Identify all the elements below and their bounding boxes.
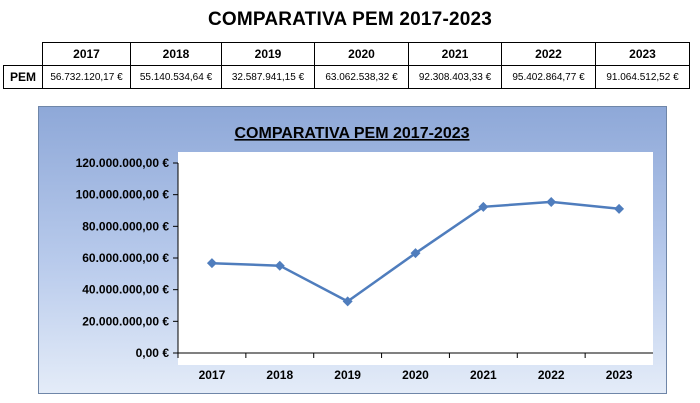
y-tick-label: 120.000.000,00 € <box>76 156 170 170</box>
chart-frame: COMPARATIVA PEM 2017-2023 0,00 € 20.000.0… <box>38 106 667 394</box>
row-label-pem: PEM <box>3 65 43 89</box>
page-title: COMPARATIVA PEM 2017-2023 <box>207 9 493 30</box>
table-cell-2020: 63.062.538,32 € <box>314 65 409 89</box>
table-header-2020: 2020 <box>314 42 409 66</box>
x-tick-label: 2023 <box>606 368 633 382</box>
x-tick-label: 2022 <box>538 368 565 382</box>
data-point-marker <box>614 203 625 214</box>
y-tick-label: 40.000.000,00 € <box>82 283 169 297</box>
series-markers <box>206 196 625 307</box>
x-tick-label: 2018 <box>266 368 293 382</box>
y-tick-label: 60.000.000,00 € <box>82 251 169 265</box>
table-cell-2019: 32.587.941,15 € <box>221 65 315 89</box>
table-header-2023: 2023 <box>595 42 690 66</box>
table-cell-2021: 92.308.403,33 € <box>408 65 502 89</box>
table-header-row: 2017 2018 2019 2020 2021 2022 2023 <box>4 42 690 66</box>
chart-title: COMPARATIVA PEM 2017-2023 <box>234 125 469 142</box>
table-corner <box>4 43 43 66</box>
data-point-marker <box>546 196 557 207</box>
table-header-2022: 2022 <box>501 42 596 66</box>
table-cell-2022: 95.402.864,77 € <box>501 65 596 89</box>
x-tick-label: 2021 <box>470 368 497 382</box>
table-header-2017: 2017 <box>42 42 131 66</box>
data-point-marker <box>206 258 217 269</box>
table-header-2018: 2018 <box>130 42 222 66</box>
table-header-2021: 2021 <box>408 42 502 66</box>
y-tick-label: 0,00 € <box>136 346 170 360</box>
y-tick-label: 20.000.000,00 € <box>82 314 169 328</box>
data-point-marker <box>410 248 421 259</box>
table-cell-2023: 91.064.512,52 € <box>595 65 690 89</box>
table-cell-2018: 55.140.534,64 € <box>130 65 222 89</box>
table-header-2019: 2019 <box>221 42 315 66</box>
y-tick-label: 80.000.000,00 € <box>82 219 169 233</box>
table-cell-2017: 56.732.120,17 € <box>42 65 131 89</box>
y-tick-label: 100.000.000,00 € <box>76 188 170 202</box>
data-point-marker <box>478 201 489 212</box>
plot-area <box>178 152 653 365</box>
x-tick-label: 2020 <box>402 368 429 382</box>
x-tick-label: 2017 <box>199 368 226 382</box>
x-axis-ticks: 2017 2018 2019 2020 2021 2022 2023 <box>177 353 633 382</box>
pem-data-table: 2017 2018 2019 2020 2021 2022 2023 PEM 56.732.… <box>3 42 690 89</box>
table-row: PEM 56.732.120,17 €55.140.534,64 €32.587… <box>3 65 690 89</box>
x-tick-label: 2019 <box>334 368 361 382</box>
data-point-marker <box>274 260 285 271</box>
line-chart: COMPARATIVA PEM 2017-2023 0,00 € 20.000.0… <box>76 125 653 382</box>
data-point-marker <box>342 296 353 307</box>
y-axis-ticks: 0,00 € 20.000.000,00 € 40.000.000,00 € 60.0… <box>76 156 178 360</box>
